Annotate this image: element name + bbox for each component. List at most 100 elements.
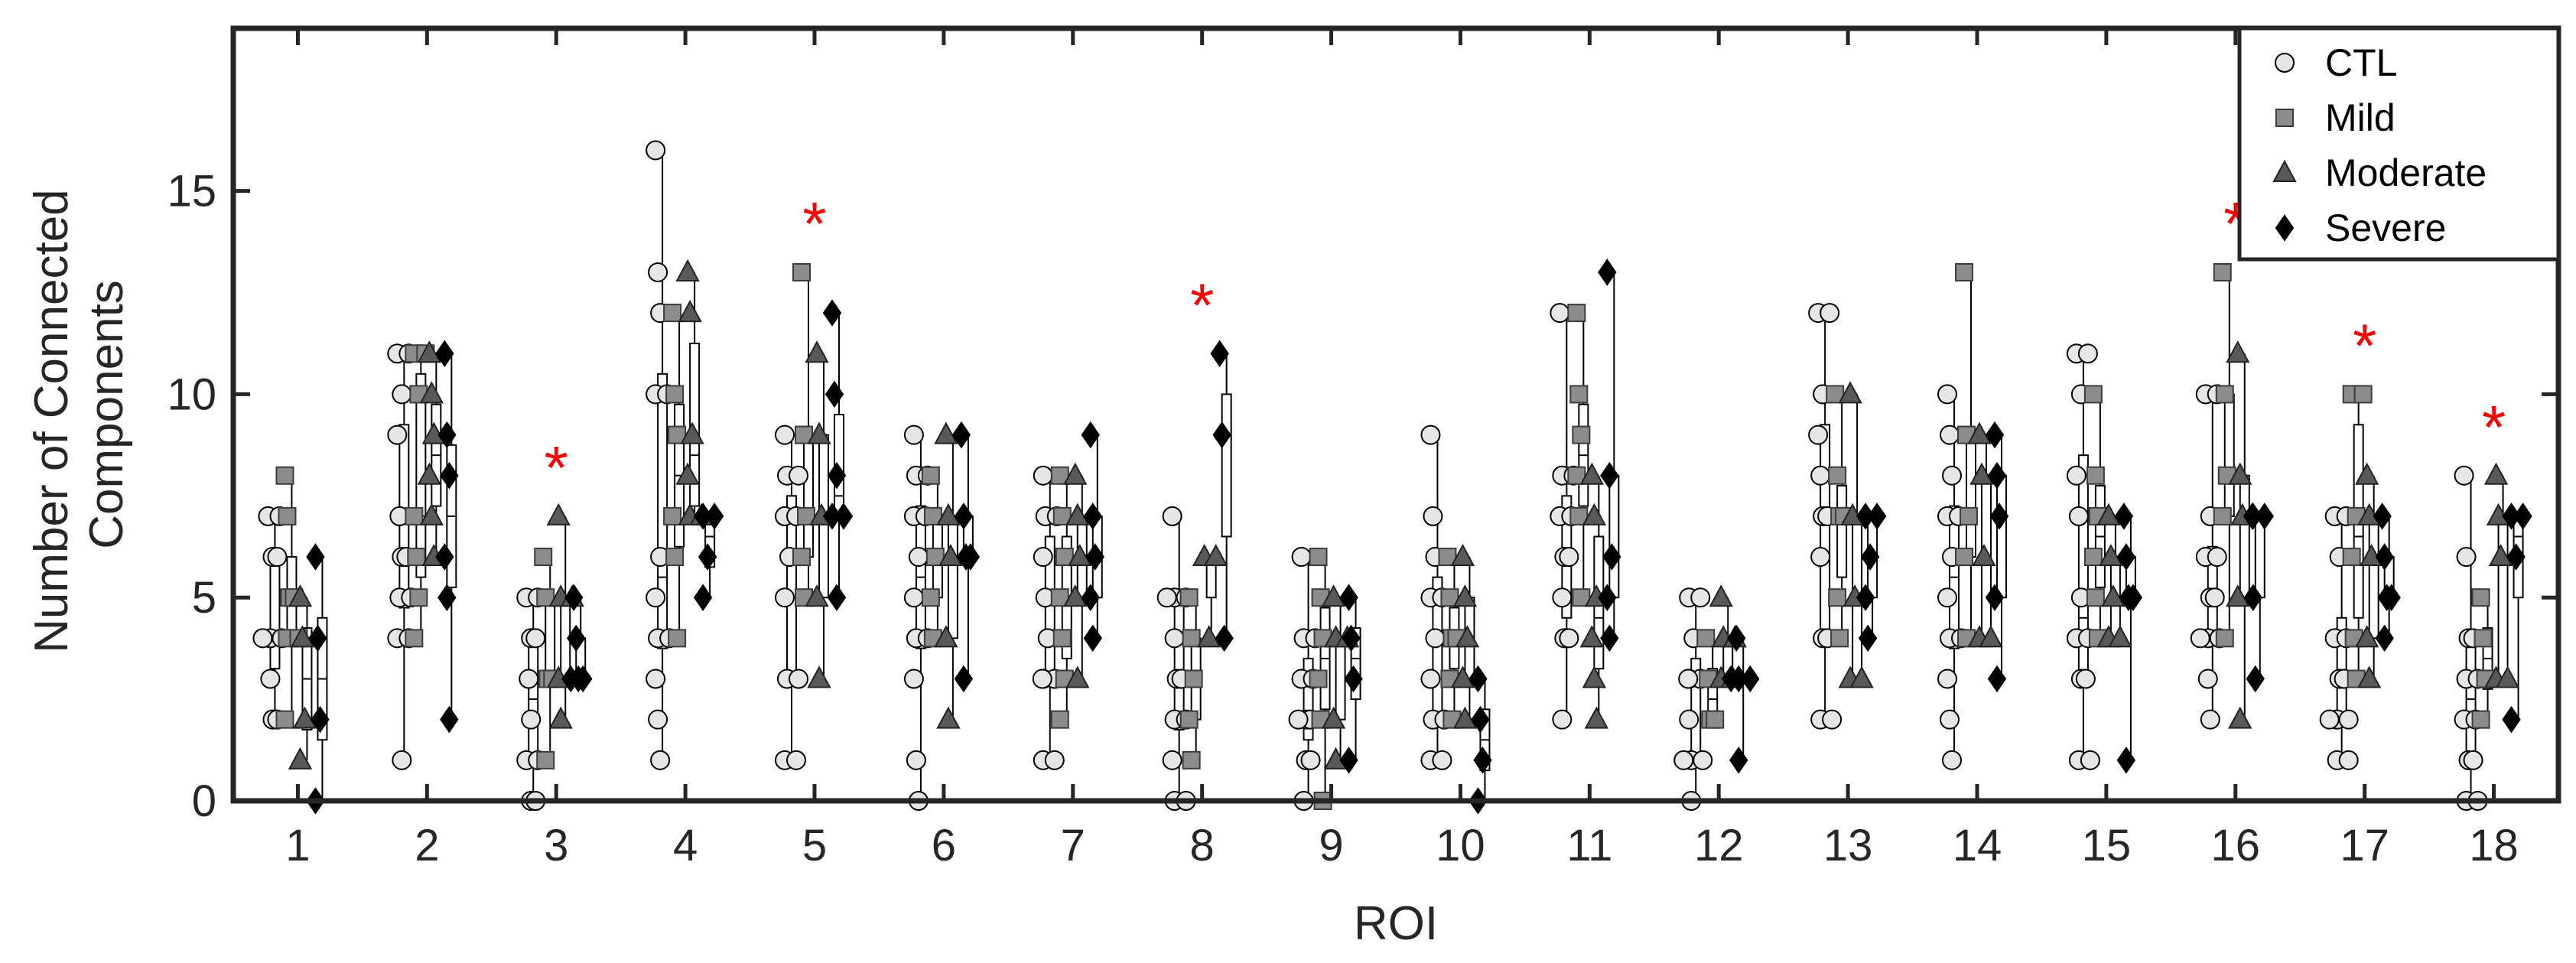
- data-point-moderate: [936, 503, 961, 525]
- data-point-moderate: [934, 625, 958, 648]
- data-point-ctl: [1552, 587, 1573, 608]
- data-point-ctl: [648, 262, 668, 282]
- data-point-severe: [1212, 421, 1231, 449]
- x-tick-label: 18: [2469, 821, 2519, 870]
- box: [269, 556, 281, 670]
- data-point-severe: [1741, 665, 1760, 693]
- legend-label-moderate: Moderate: [2325, 151, 2487, 194]
- data-point-severe: [827, 461, 847, 490]
- data-point-mild: [2213, 506, 2232, 525]
- significance-marker: *: [2482, 393, 2506, 461]
- box: [1221, 393, 1232, 538]
- data-point-ctl: [2197, 669, 2218, 689]
- data-point-ctl: [525, 628, 546, 649]
- data-point-ctl: [1822, 709, 1843, 730]
- data-point-moderate: [1196, 625, 1221, 648]
- data-point-moderate: [546, 503, 571, 525]
- data-point-severe: [698, 543, 717, 571]
- data-point-mild: [2215, 629, 2234, 648]
- data-point-mild: [1184, 669, 1203, 688]
- data-point-mild: [405, 506, 424, 525]
- data-point-moderate: [2354, 462, 2379, 485]
- data-point-severe: [1081, 421, 1100, 449]
- data-point-ctl: [648, 709, 668, 730]
- data-point-moderate: [292, 706, 317, 729]
- x-tick-label: 11: [1566, 821, 1612, 870]
- data-point-mild: [2086, 588, 2105, 607]
- data-point-severe: [1210, 340, 1229, 368]
- data-point-moderate: [2226, 584, 2250, 607]
- legend-marker-mild: [2275, 109, 2294, 127]
- data-point-mild: [1567, 304, 1586, 323]
- data-point-mild: [536, 750, 555, 769]
- data-point-moderate: [936, 706, 961, 729]
- data-point-severe: [1600, 624, 1619, 652]
- data-point-moderate: [2101, 584, 2126, 607]
- data-point-moderate: [1969, 462, 1994, 485]
- data-point-moderate: [1065, 665, 1090, 688]
- data-point-mild: [1179, 588, 1199, 607]
- data-point-ctl: [906, 750, 926, 770]
- data-point-ctl: [2080, 750, 2100, 770]
- data-point-severe: [961, 543, 981, 571]
- data-point-severe: [1344, 665, 1363, 693]
- data-point-severe: [1598, 584, 1617, 611]
- data-point-moderate: [1967, 421, 1992, 444]
- data-point-mild: [1052, 629, 1072, 648]
- data-point-severe: [1729, 747, 1748, 774]
- data-point-moderate: [1582, 503, 1607, 525]
- data-point-mild: [1828, 466, 1847, 485]
- data-point-moderate: [1452, 584, 1478, 607]
- legend-marker-severe: [2275, 214, 2295, 242]
- data-point-severe: [1342, 624, 1361, 652]
- x-tick-label: 10: [1436, 821, 1485, 870]
- data-point-ctl: [775, 587, 795, 608]
- data-point-ctl: [1940, 425, 1960, 445]
- data-point-severe: [1473, 747, 1492, 774]
- data-point-ctl: [786, 750, 806, 770]
- data-point-mild: [1828, 588, 1847, 607]
- data-point-severe: [437, 421, 457, 449]
- data-point-mild: [1182, 750, 1201, 769]
- data-point-mild: [663, 304, 682, 323]
- data-point-ctl: [2077, 343, 2098, 364]
- plot-frame: [230, 25, 2561, 804]
- data-point-mild: [2083, 548, 2103, 567]
- data-point-ctl: [1032, 669, 1052, 689]
- data-point-severe: [1085, 543, 1104, 571]
- data-point-mild: [2474, 629, 2493, 648]
- data-point-ctl: [908, 547, 929, 568]
- data-point-ctl: [1820, 303, 1840, 324]
- data-point-moderate: [2099, 543, 2123, 567]
- data-point-ctl: [1808, 425, 1829, 445]
- data-point-mild: [278, 506, 297, 525]
- significance-marker: *: [802, 190, 826, 258]
- data-point-ctl: [519, 669, 539, 689]
- data-point-severe: [1215, 624, 1234, 652]
- data-point-severe: [1083, 503, 1102, 530]
- data-point-severe: [567, 624, 586, 652]
- data-point-mild: [2471, 588, 2490, 607]
- data-point-mild: [1696, 629, 1716, 648]
- data-point-moderate: [2226, 340, 2250, 363]
- box: [545, 597, 556, 680]
- data-point-moderate: [678, 299, 702, 323]
- box: [2239, 474, 2250, 599]
- data-point-ctl: [1432, 750, 1452, 770]
- data-point-severe: [1600, 461, 1619, 490]
- data-point-ctl: [2463, 750, 2483, 770]
- box: [803, 434, 814, 558]
- data-point-moderate: [1579, 462, 1605, 485]
- data-point-moderate: [1579, 625, 1605, 648]
- data-point-severe: [1987, 665, 2007, 693]
- data-point-moderate: [1065, 503, 1090, 525]
- x-tick-label: 7: [1061, 821, 1085, 870]
- data-point-ctl: [1679, 709, 1699, 730]
- data-point-severe: [2375, 543, 2394, 571]
- data-point-ctl: [650, 750, 671, 770]
- data-point-ctl: [1937, 587, 1957, 608]
- data-point-severe: [2246, 665, 2265, 693]
- data-point-ctl: [2075, 669, 2096, 689]
- data-point-mild: [275, 710, 294, 729]
- data-point-mild: [921, 466, 940, 485]
